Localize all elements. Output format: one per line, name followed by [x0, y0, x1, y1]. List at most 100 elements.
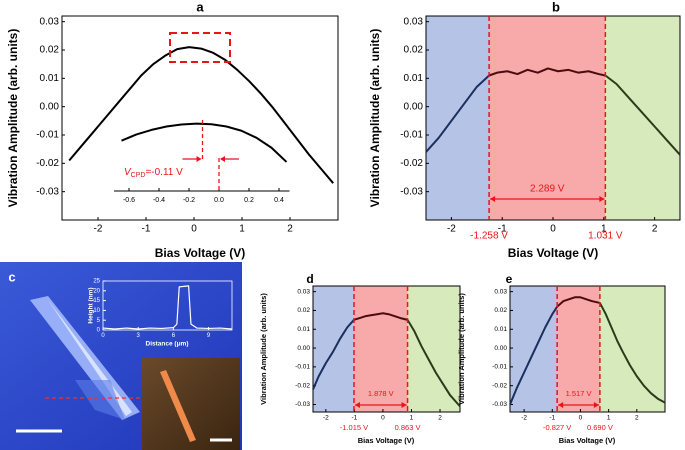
y-tick-label: 10 [93, 308, 100, 314]
x-tick-label: -1 [351, 415, 357, 422]
data-line [353, 312, 408, 321]
x-tick-label: 2 [287, 224, 293, 235]
x-tick-label: 0 [550, 224, 556, 235]
y-tick-label: -0.03 [36, 186, 59, 197]
inset-x-tick-label: 0.4 [274, 197, 284, 204]
y-tick-label: -0.03 [400, 186, 423, 197]
span-label: 1.517 V [566, 389, 592, 398]
data-line [509, 306, 558, 405]
x-tick-label: 6 [172, 333, 176, 339]
x-tick-label: -2 [323, 415, 329, 422]
arrow-head [558, 402, 564, 408]
y-axis-label: Vibration Amplitude (arb. units) [259, 293, 268, 405]
x-tick-label: -2 [447, 224, 456, 235]
panel-label: b [552, 0, 560, 14]
x-tick-label: 2 [438, 415, 442, 422]
y-tick-label: 0.01 [297, 326, 310, 333]
inset-x-tick-label: -0.4 [153, 197, 165, 204]
inset-x-tick-label: -0.6 [123, 197, 135, 204]
y-tick-label: 0.02 [297, 307, 310, 314]
data-line [102, 285, 233, 330]
x-tick-label: 3 [137, 333, 141, 339]
span-label: 2.289 V [530, 184, 565, 195]
region [489, 16, 606, 220]
y-tick-label: 0.03 [40, 16, 60, 27]
x-axis-label: Bias Voltage (V) [155, 246, 245, 260]
y-tick-label: 0.01 [404, 73, 424, 84]
arrow-head [401, 402, 407, 408]
y-tick-label: 0 [97, 328, 101, 334]
y-tick-label: 0.00 [40, 101, 60, 112]
plot-frame [312, 285, 461, 413]
y-tick-label: 25 [93, 279, 100, 285]
y-tick-label: -0.03 [295, 401, 310, 408]
y-tick-label: 0.00 [494, 345, 507, 352]
data-line [488, 67, 606, 77]
x-tick-label: 1 [607, 415, 611, 422]
vcpd-subscript: CPD [131, 172, 146, 179]
data-line [406, 319, 461, 408]
x-axis-label: Bias Voltage (V) [358, 436, 415, 445]
boundary-label: 1.031 V [588, 231, 623, 242]
y-tick-label: 20 [93, 288, 100, 294]
y-tick-label: 0.00 [297, 345, 310, 352]
y-axis-label: Vibration Amplitude (arb. units) [368, 29, 382, 208]
y-axis-label: Height (nm) [88, 287, 95, 323]
data-line [68, 46, 334, 184]
region [426, 16, 490, 220]
x-axis-label: Distance (μm) [146, 341, 189, 348]
x-tick-label: 1 [601, 224, 607, 235]
x-tick-label: 1 [410, 415, 414, 422]
panel-label: d [306, 272, 313, 286]
region [599, 286, 665, 412]
y-tick-label: 0.01 [40, 73, 60, 84]
inset-x-tick-label: 0.2 [244, 197, 254, 204]
y-tick-label: 0.02 [494, 307, 507, 314]
y-tick-label: -0.01 [36, 130, 59, 141]
vcpd-label: VCPD=-0.11 V [124, 167, 183, 179]
data-line [604, 74, 681, 156]
arrow-head [593, 402, 599, 408]
arrow-head [490, 196, 496, 202]
span-label: 1.878 V [368, 389, 394, 398]
boundary-label: 0.690 V [587, 423, 613, 432]
panel-label: a [196, 0, 204, 14]
x-tick-label: -2 [521, 415, 527, 422]
y-tick-label: -0.02 [492, 382, 507, 389]
arrow-head [220, 156, 225, 162]
data-line [556, 296, 601, 308]
y-axis-label: Vibration Amplitude (arb. units) [6, 29, 20, 208]
data-line [599, 302, 666, 404]
y-axis-label: Vibration Amplitude (arb. units) [457, 293, 466, 405]
vcpd-text: =-0.11 V [145, 167, 183, 178]
y-tick-label: -0.02 [400, 158, 423, 169]
y-tick-label: 5 [97, 318, 101, 324]
y-tick-label: 0.02 [404, 45, 424, 56]
boundary-label: -1.258 V [470, 231, 508, 242]
plot-frame [102, 280, 233, 331]
x-tick-label: -1 [498, 224, 507, 235]
x-tick-label: 1 [239, 224, 245, 235]
boundary-label: -0.827 V [543, 423, 571, 432]
region [407, 286, 460, 412]
y-tick-label: -0.02 [36, 158, 59, 169]
inset-x-tick-label: 0.0 [214, 197, 224, 204]
boundary-label: -1.015 V [340, 423, 368, 432]
y-tick-label: 0.01 [494, 326, 507, 333]
region [510, 286, 558, 412]
afm-flake [160, 370, 196, 442]
y-tick-label: -0.01 [492, 364, 507, 371]
panel-label: e [506, 272, 513, 286]
arrow-head [354, 402, 360, 408]
flake-fold [75, 380, 125, 420]
boundary-label: 0.863 V [395, 423, 421, 432]
x-tick-label: -2 [94, 224, 103, 235]
data-line [312, 319, 355, 390]
panel-label: c [8, 269, 15, 284]
y-tick-label: -0.01 [295, 364, 310, 371]
y-tick-label: -0.01 [400, 130, 423, 141]
y-tick-label: 0.02 [40, 45, 60, 56]
region [557, 286, 600, 412]
region [353, 286, 408, 412]
